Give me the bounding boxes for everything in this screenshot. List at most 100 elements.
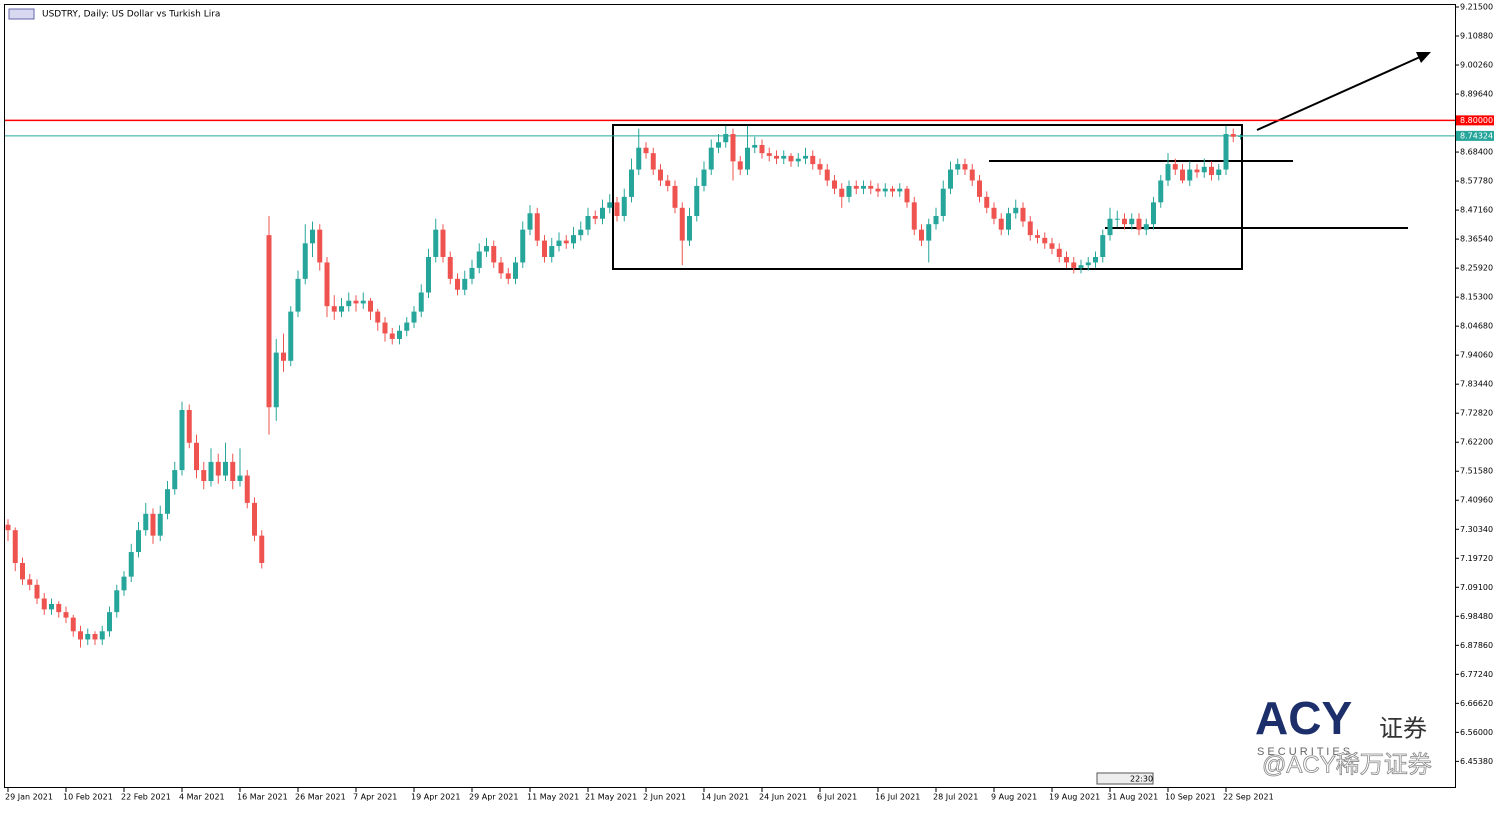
y-tick-label: 9.21500 [1460,3,1493,12]
candle-body [658,169,663,181]
y-tick-label: 7.72820 [1460,409,1493,418]
candle-body [382,322,388,334]
candle-body [85,634,91,640]
candle-body [150,513,156,536]
candle-body [730,134,736,162]
candle-body [948,169,953,189]
candle-body [752,144,758,148]
y-tick-label: 8.47160 [1460,206,1493,215]
y-tick-label: 6.87860 [1460,641,1493,650]
candle-body [759,144,765,154]
candle-body [1187,169,1193,181]
candle-body [1158,180,1164,203]
candle-body [92,634,98,640]
watermark: ACY 证券 S E C U R I T I E S @ACY稀万证券 [1255,692,1432,779]
candle-body [810,155,816,165]
watermark-cn: 证券 [1379,715,1427,742]
candle-body [368,300,373,312]
candle-body [476,251,482,268]
candle-body [621,196,627,217]
candle-body [817,164,823,170]
y-tick-label: 8.36540 [1460,235,1493,244]
candle-body [107,612,112,632]
candle-body [824,169,830,181]
candle-body [165,489,170,514]
candle-body [5,524,11,531]
y-tick-label: 9.10880 [1460,32,1493,41]
candle-body [701,169,707,186]
candle-body [1064,256,1069,263]
candle-body [868,185,874,189]
watermark-sub: S E C U R I T I E S [1257,746,1350,758]
symbol-icon [8,8,35,20]
candle-body [1049,243,1055,249]
candle-body [404,322,410,331]
candle-body [745,147,750,170]
candle-body [1129,218,1135,225]
candle-body [1216,169,1222,176]
x-tick-label: 19 Aug 2021 [1049,793,1100,802]
y-tick-label: 6.56000 [1460,728,1493,737]
candle-body [911,202,917,230]
candle-body [266,235,272,408]
candle-body [346,300,352,307]
candle-body [542,240,547,257]
candle-body [172,470,178,490]
candle-body [839,188,845,197]
candle-body [63,612,69,618]
candle-body [890,188,895,192]
candle-body [897,188,903,192]
candle-body [933,216,939,225]
candle-body [563,240,569,244]
candle-body [353,300,359,304]
candle-body [498,262,504,274]
candle-body [186,409,192,443]
candle-body [788,155,794,162]
candle-body [962,164,968,170]
candle-body [49,603,54,610]
candle-body [940,188,946,217]
candle-body [121,576,127,591]
candle-body [904,188,910,203]
trend-arrow [1256,56,1421,131]
price-level-label: 8.80000 [1460,116,1493,125]
candle-body [1143,224,1149,230]
y-tick-label: 8.04680 [1460,322,1493,331]
y-tick-label: 7.83440 [1460,380,1493,389]
x-tick-label: 7 Apr 2021 [353,793,397,802]
candle-body [1209,166,1214,176]
y-tick-label: 8.89640 [1460,90,1493,99]
candle-body [433,229,439,257]
x-tick-label: 11 May 2021 [527,793,579,802]
candle-body [629,169,634,197]
candle-body [534,213,540,241]
candle-body [926,224,932,241]
candle-body [310,229,315,244]
candle-body [201,470,207,482]
candle-body [919,229,924,241]
candle-body [99,631,105,640]
candle-body [520,229,526,263]
candle-body [34,584,40,599]
candle-body [1035,235,1040,238]
candle-body [252,502,257,536]
x-tick-label: 21 May 2021 [585,793,637,802]
x-tick-label: 16 Mar 2021 [237,793,288,802]
y-tick-label: 8.25920 [1460,264,1493,273]
watermark-brand: ACY [1255,692,1352,744]
candle-body [513,262,518,279]
x-tick-label: 6 Jul 2021 [817,793,857,802]
x-tick-label: 22 Sep 2021 [1223,793,1274,802]
candle-body [317,229,323,263]
candle-body [1085,262,1091,266]
candle-body [426,256,431,293]
candle-body [397,330,402,339]
candle-body [360,300,366,304]
candle-body [288,311,294,361]
candle-body [78,631,83,640]
candle-body [418,292,424,312]
candle-body [375,311,381,323]
candle-body [469,267,475,279]
